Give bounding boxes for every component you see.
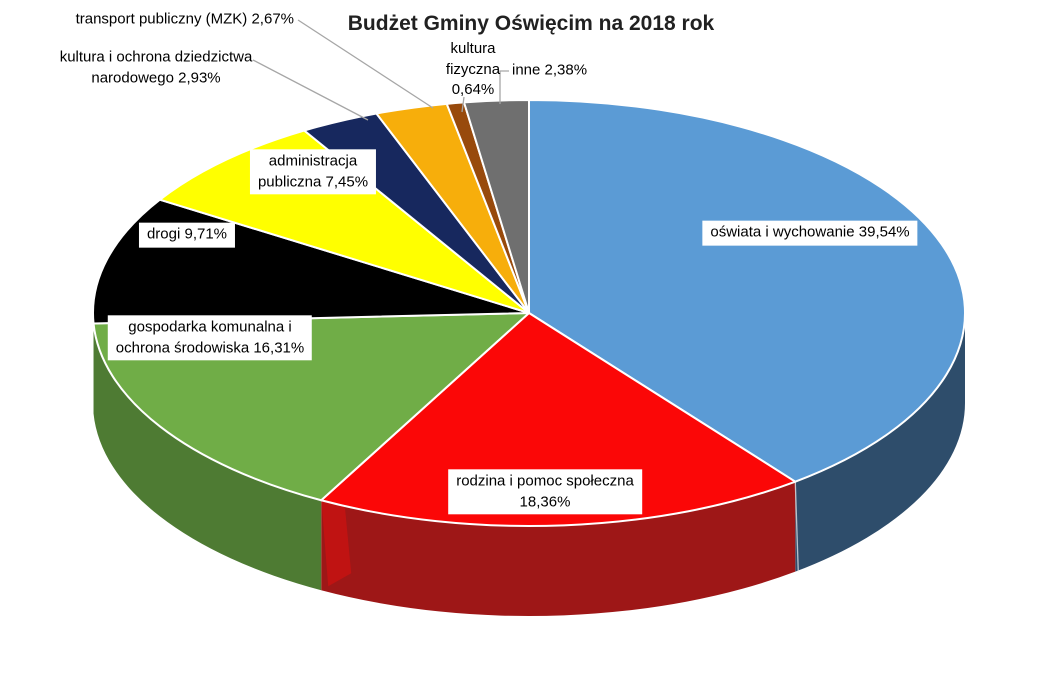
label-fizyczna: kultura fizyczna 0,64%	[445, 39, 501, 99]
leader-lines	[252, 19, 509, 121]
label-administracja: administracja publiczna 7,45%	[249, 149, 377, 195]
label-rodzina: rodzina i pomoc społeczna 18,36%	[448, 469, 642, 515]
pie-slice-rodzina-i-pomoc-spo-eczna[interactable]	[320, 312, 797, 527]
label-gospodarka: gospodarka komunalna i ochrona środowisk…	[107, 315, 313, 361]
pie-cut-face	[321, 489, 352, 587]
leader-line-dziedzictwa	[252, 59, 369, 121]
pie-side-1	[321, 481, 796, 617]
leader-line-fizyczna	[461, 96, 465, 113]
label-transport: transport publiczny (MZK) 2,67%	[75, 10, 294, 28]
leader-line-inne	[499, 70, 509, 104]
chart-title: Budżet Gminy Oświęcim na 2018 rok	[347, 12, 715, 35]
pie-wall-seam	[794, 481, 799, 572]
pie-slice-inne[interactable]	[463, 99, 530, 314]
leader-line-transport	[297, 19, 434, 109]
label-drogi: drogi 9,71%	[138, 222, 236, 248]
pie-slice-o-wiata-i-wychowanie[interactable]	[528, 99, 966, 483]
label-dziedzictwa: kultura i ochrona dziedzictwa narodowego…	[59, 48, 253, 86]
label-oswiata: oświata i wychowanie 39,54%	[702, 220, 918, 246]
pie-side-0	[795, 313, 965, 572]
label-inne: inne 2,38%	[512, 61, 588, 79]
